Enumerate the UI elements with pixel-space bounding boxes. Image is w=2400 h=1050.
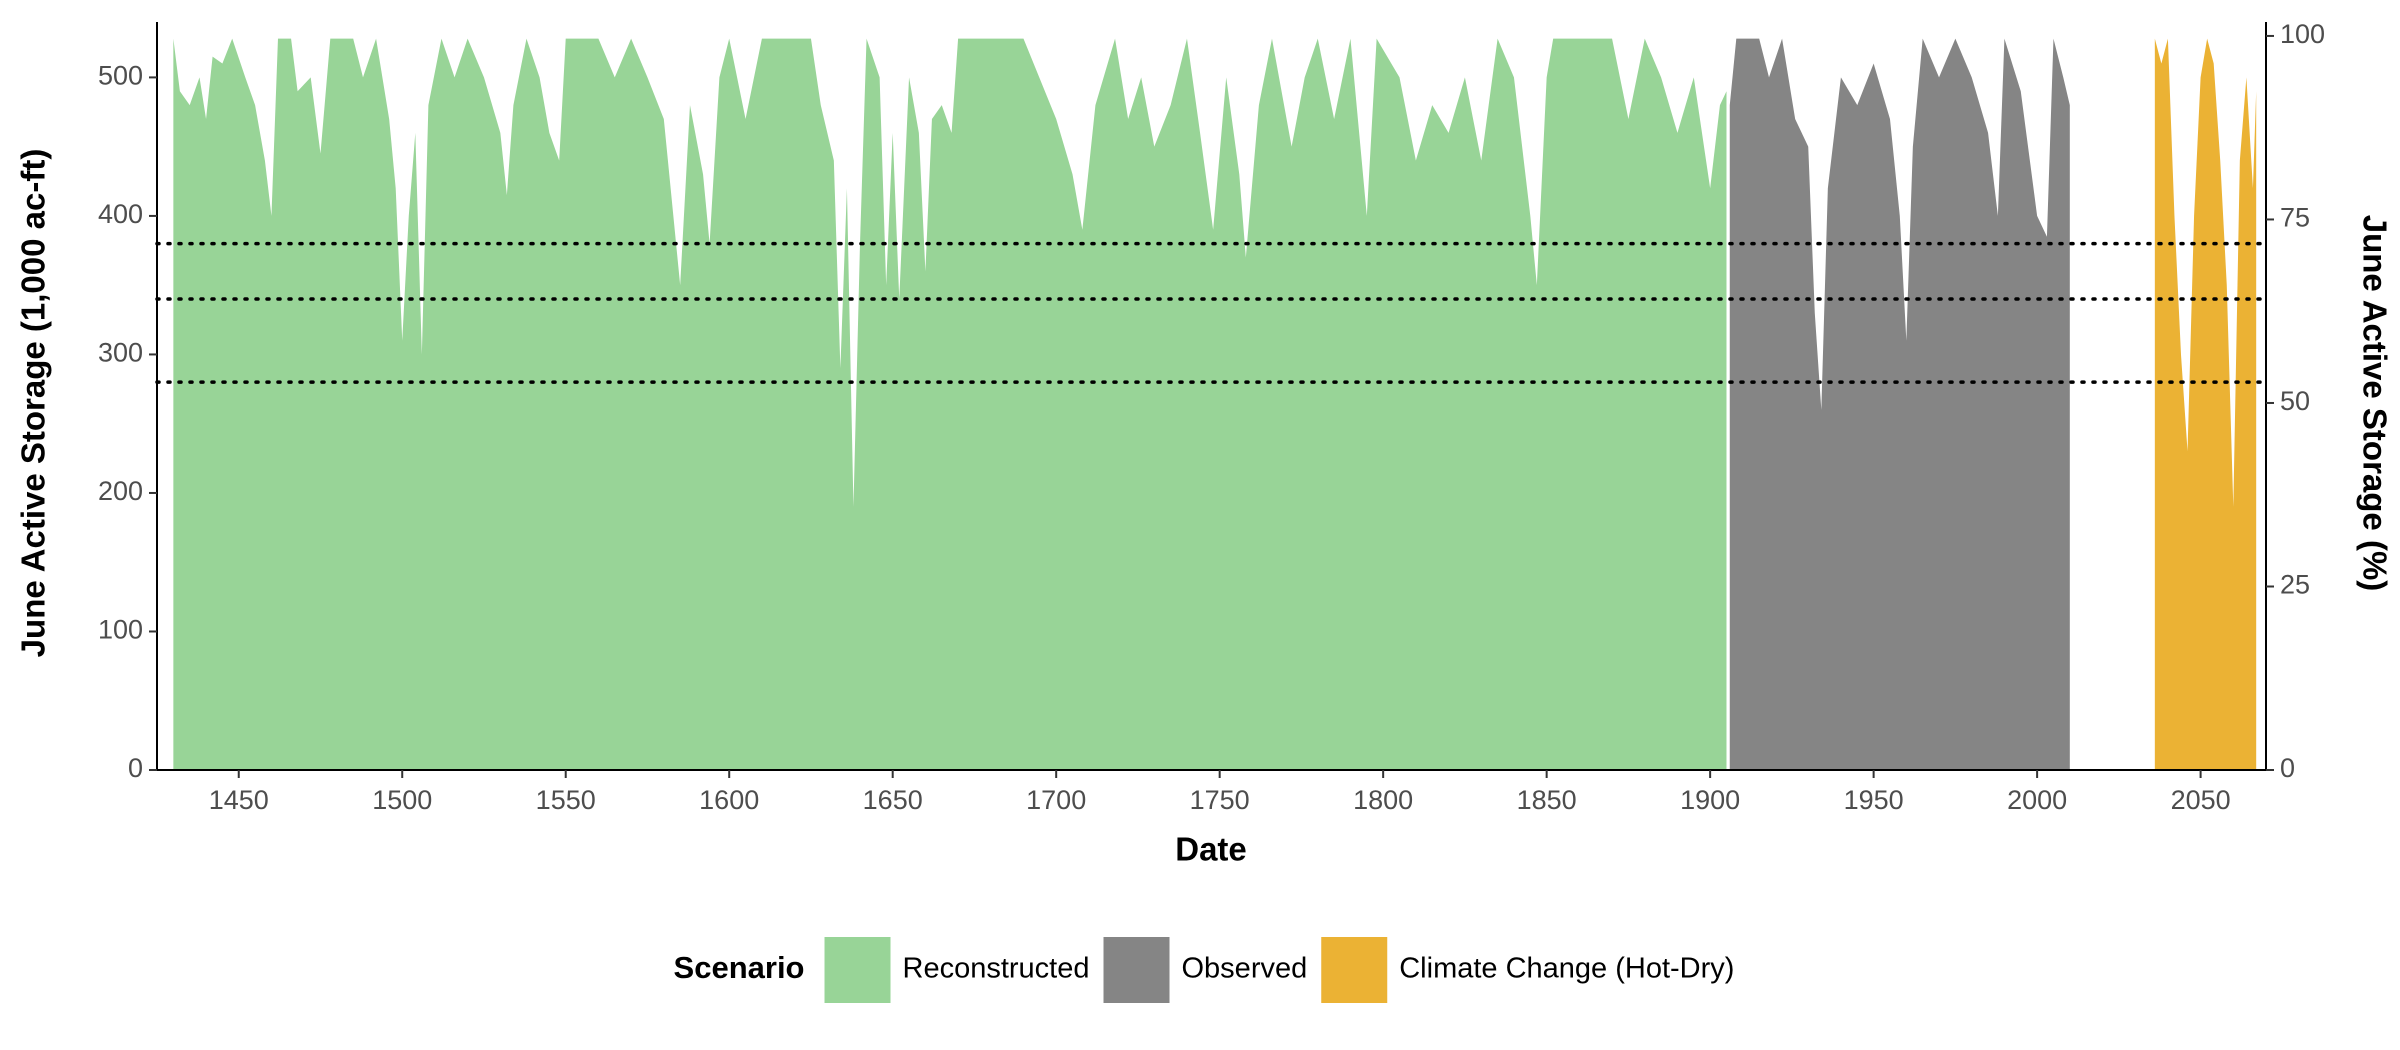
y-axis-title: June Active Storage (1,000 ac-ft) (15, 149, 52, 658)
x-tick-label: 1950 (1844, 785, 1904, 815)
x-tick-label: 1450 (209, 785, 269, 815)
y-tick-label: 300 (98, 338, 143, 368)
legend-swatch (1103, 937, 1170, 1003)
y2-tick-label: 75 (2280, 203, 2310, 233)
x-axis-title: Date (1175, 831, 1247, 868)
area (2154, 38, 2257, 771)
y2-tick-label: 50 (2280, 386, 2310, 416)
x-tick-label: 2050 (2171, 785, 2231, 815)
x-tick-label: 1600 (699, 785, 759, 815)
y2-tick-label: 25 (2280, 570, 2310, 600)
area (173, 38, 1727, 771)
area (1729, 38, 2070, 771)
y-tick-label: 200 (98, 476, 143, 506)
x-tick-label: 1550 (536, 785, 596, 815)
x-tick-label: 1650 (863, 785, 923, 815)
legend-swatch (1321, 937, 1388, 1003)
y-tick-label: 0 (128, 753, 143, 783)
y2-tick-label: 0 (2280, 753, 2295, 783)
x-tick-label: 1900 (1680, 785, 1740, 815)
y-tick-label: 400 (98, 199, 143, 229)
x-tick-label: 1500 (372, 785, 432, 815)
legend-label: Reconstructed (903, 953, 1090, 985)
legend-label: Climate Change (Hot-Dry) (1399, 953, 1734, 985)
legend-title: Scenario (674, 950, 805, 985)
legend-swatch (824, 937, 891, 1003)
x-tick-label: 1700 (1026, 785, 1086, 815)
x-tick-label: 2000 (2007, 785, 2067, 815)
y-tick-label: 500 (98, 61, 143, 91)
y-tick-label: 100 (98, 615, 143, 645)
y2-axis-title: June Active Storage (%) (2356, 215, 2393, 592)
y2-tick-label: 100 (2280, 19, 2325, 49)
x-tick-label: 1750 (1190, 785, 1250, 815)
legend-label: Observed (1182, 953, 1308, 985)
x-tick-label: 1850 (1517, 785, 1577, 815)
x-tick-label: 1800 (1353, 785, 1413, 815)
